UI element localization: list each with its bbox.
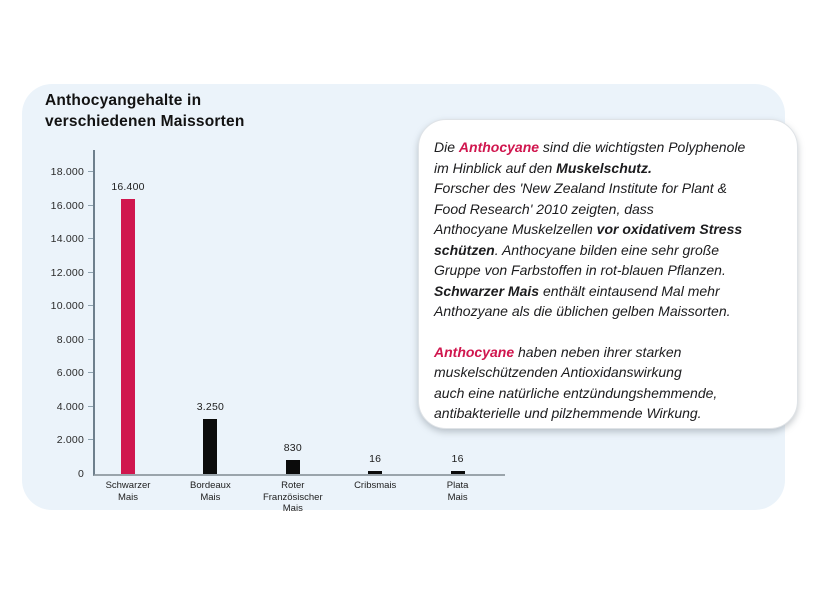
value-label: 3.250 [196,401,225,414]
y-tick-mark [88,171,93,172]
y-tick-label: 6.000 [56,367,84,380]
text-segment: vor oxidativem Stress schützen [434,221,743,258]
chart-title: Anthocyangehalte in verschiedenen Maisso… [45,92,245,130]
y-tick-mark [88,204,93,206]
info-box: Die Anthocyane sind die wichtigsten Poly… [418,119,798,429]
y-tick-mark [88,372,93,374]
y-tick-mark [88,238,93,240]
text-segment: Anthocyane [458,139,540,155]
value-label: 16 [451,452,464,465]
text-segment: Forscher des 'New Zealand Institute for … [434,180,727,237]
y-tick-label: 10.000 [50,300,84,313]
y-tick-label: 12.000 [50,266,84,279]
info-paragraph: Die Anthocyane sind die wichtigsten Poly… [434,137,782,322]
value-label: 16.400 [111,180,145,193]
y-tick-mark [88,338,93,340]
text-segment: enthält eintausend Mal mehr Anthozyane a… [434,282,731,320]
bar-cribsmais [368,470,383,474]
text-segment: . Anthocyane bilden eine sehr große Grup… [434,241,726,279]
category-label: Schwarzer Mais [105,480,151,503]
text-segment: Anthocyane [434,343,515,360]
y-tick-label: 18.000 [50,166,84,178]
text-segment: Muskelschutz. [556,159,652,176]
y-tick-mark [88,405,93,407]
category-label: Roter Französischer Mais [262,480,323,514]
value-label: 16 [369,452,382,465]
text-segment: haben neben ihrer starken muskelschützen… [434,343,718,422]
bar-roter-franz-sischer-mais [285,460,300,474]
category-label: Plata Mais [446,480,469,503]
text-segment: Schwarzer Mais [434,282,540,299]
y-tick-mark [88,305,93,307]
y-tick-mark [88,439,93,441]
y-tick-label: 14.000 [50,233,84,246]
y-tick-label: 8.000 [56,333,84,346]
bar-schwarzer-mais [121,198,135,474]
text-segment: sind die wichtigsten Polyphenole im Hinb… [434,139,746,176]
category-label: Bordeaux Mais [190,480,231,503]
bar-plata-mais [450,470,465,474]
y-axis-labels: 0 2.000 4.000 6.000 8.000 10.000 12.000 14.000 1… [28,150,84,480]
y-tick-label: 16.000 [50,199,84,212]
bar-bordeaux-mais [203,419,218,474]
y-tick-label: 4.000 [56,400,84,413]
value-label: 830 [283,442,302,455]
info-paragraph: Anthocyane haben neben ihrer starken mus… [434,342,782,424]
plot-area: 16.400 Schwarzer Mais 3.250 Bordeaux Mais 83… [88,150,505,514]
category-label: Cribsmais [354,480,397,491]
text-segment: Die [434,139,459,155]
y-tick-label: 0 [77,468,84,480]
y-tick-mark [88,271,93,273]
y-tick-label: 2.000 [56,434,84,447]
